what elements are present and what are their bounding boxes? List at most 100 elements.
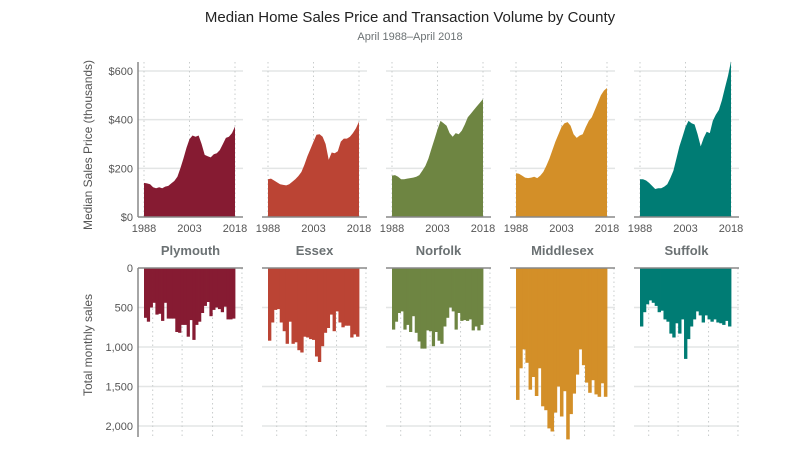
sales-bar	[285, 268, 289, 344]
sales-bar	[591, 268, 595, 381]
sales-bar	[195, 268, 199, 325]
sales-bar	[642, 268, 647, 313]
sales-bar	[660, 268, 664, 311]
sales-bar	[423, 268, 427, 349]
sales-bar	[215, 268, 219, 308]
sales-bar	[212, 268, 216, 310]
panel-essex: 1988 2003 2018 Essex	[256, 62, 371, 437]
sales-bar	[180, 268, 185, 325]
county-label: Norfolk	[416, 243, 462, 258]
sales-bar	[460, 268, 464, 321]
sales-bar	[603, 268, 608, 397]
sales-bar	[306, 268, 310, 338]
sales-bar	[341, 268, 345, 328]
sales-bar	[550, 268, 555, 432]
sales-bar	[578, 268, 583, 350]
sales-bar	[698, 268, 703, 316]
sales-bar	[152, 268, 156, 303]
sales-bar	[544, 268, 548, 411]
sales-bar	[217, 268, 222, 310]
sales-bar	[347, 268, 351, 326]
price-tick-label: $200	[109, 163, 133, 175]
sales-bar	[463, 268, 467, 321]
sales-bar	[146, 268, 151, 322]
year-tick-label: 2018	[719, 223, 743, 235]
sales-axis-label: Total monthly sales	[81, 294, 95, 396]
year-tick-label: 2018	[471, 223, 495, 235]
sales-bar	[531, 268, 536, 377]
sales-bar	[411, 268, 416, 317]
sales-bar	[428, 268, 433, 332]
sales-bar	[525, 268, 529, 363]
sales-bar	[448, 268, 453, 308]
sales-bar	[569, 268, 573, 415]
sales-bar	[516, 268, 520, 400]
sales-bar	[594, 268, 598, 395]
sales-bar	[158, 268, 162, 314]
sales-bar	[209, 268, 213, 317]
sales-bar	[414, 268, 418, 333]
sales-bar	[446, 268, 450, 318]
sales-bar	[291, 268, 295, 344]
sales-bar	[186, 268, 190, 337]
sales-bar	[400, 268, 404, 312]
sales-bar	[338, 268, 342, 323]
chart-title: Median Home Sales Price and Transaction …	[205, 9, 616, 26]
sales-bar	[537, 268, 542, 369]
sales-bar	[232, 268, 236, 319]
sales-bar	[166, 268, 170, 319]
sales-bar	[572, 268, 577, 394]
sales-bar	[474, 268, 478, 327]
sales-bar	[282, 268, 287, 332]
sales-bar	[426, 268, 430, 331]
sales-bar	[394, 268, 399, 322]
sales-bar	[678, 268, 682, 334]
sales-bar	[640, 268, 644, 327]
sales-bar	[597, 268, 602, 397]
sales-bar	[534, 268, 539, 396]
sales-bar	[312, 268, 316, 340]
sales-bar	[563, 268, 567, 392]
sales-bar	[175, 268, 179, 332]
price-area	[268, 121, 359, 217]
sales-bar	[323, 268, 328, 333]
year-tick-label: 1988	[504, 223, 528, 235]
sales-bar	[149, 268, 153, 308]
sales-bar	[294, 268, 298, 343]
sales-bar	[229, 268, 233, 320]
sales-bar	[353, 268, 357, 335]
sales-bar	[332, 268, 336, 332]
sales-bar	[651, 268, 656, 303]
year-tick-label: 2003	[301, 223, 325, 235]
sales-bar	[356, 268, 360, 337]
sales-bar	[178, 268, 182, 333]
sales-bar	[553, 268, 558, 413]
sales-bar	[566, 268, 570, 440]
year-tick-label: 2018	[347, 223, 371, 235]
price-axis-label: Median Sales Price (thousands)	[81, 60, 95, 230]
sales-bar	[695, 268, 700, 312]
sales-bar	[200, 268, 205, 313]
price-area	[640, 61, 731, 217]
sales-bar	[575, 268, 580, 375]
sales-bar	[443, 268, 447, 327]
panel-suffolk: 1988 2003 2018 Suffolk	[628, 61, 743, 437]
sales-bar	[707, 268, 711, 320]
sales-bar	[480, 268, 484, 325]
sales-bar	[468, 268, 473, 320]
year-tick-label: 1988	[380, 223, 404, 235]
sales-bar	[268, 268, 272, 341]
sales-bar	[547, 268, 551, 429]
sales-tick-label: 1,000	[105, 342, 133, 354]
sales-bar	[675, 268, 679, 324]
sales-bar	[588, 268, 592, 393]
sales-bar	[226, 268, 230, 320]
sales-bar	[270, 268, 275, 323]
price-tick-label: $400	[109, 115, 133, 127]
sales-bar	[710, 268, 714, 322]
sales-bar	[713, 268, 717, 320]
sales-bar	[417, 268, 421, 342]
sales-bar	[457, 268, 461, 313]
chart-subtitle: April 1988–April 2018	[357, 31, 462, 43]
